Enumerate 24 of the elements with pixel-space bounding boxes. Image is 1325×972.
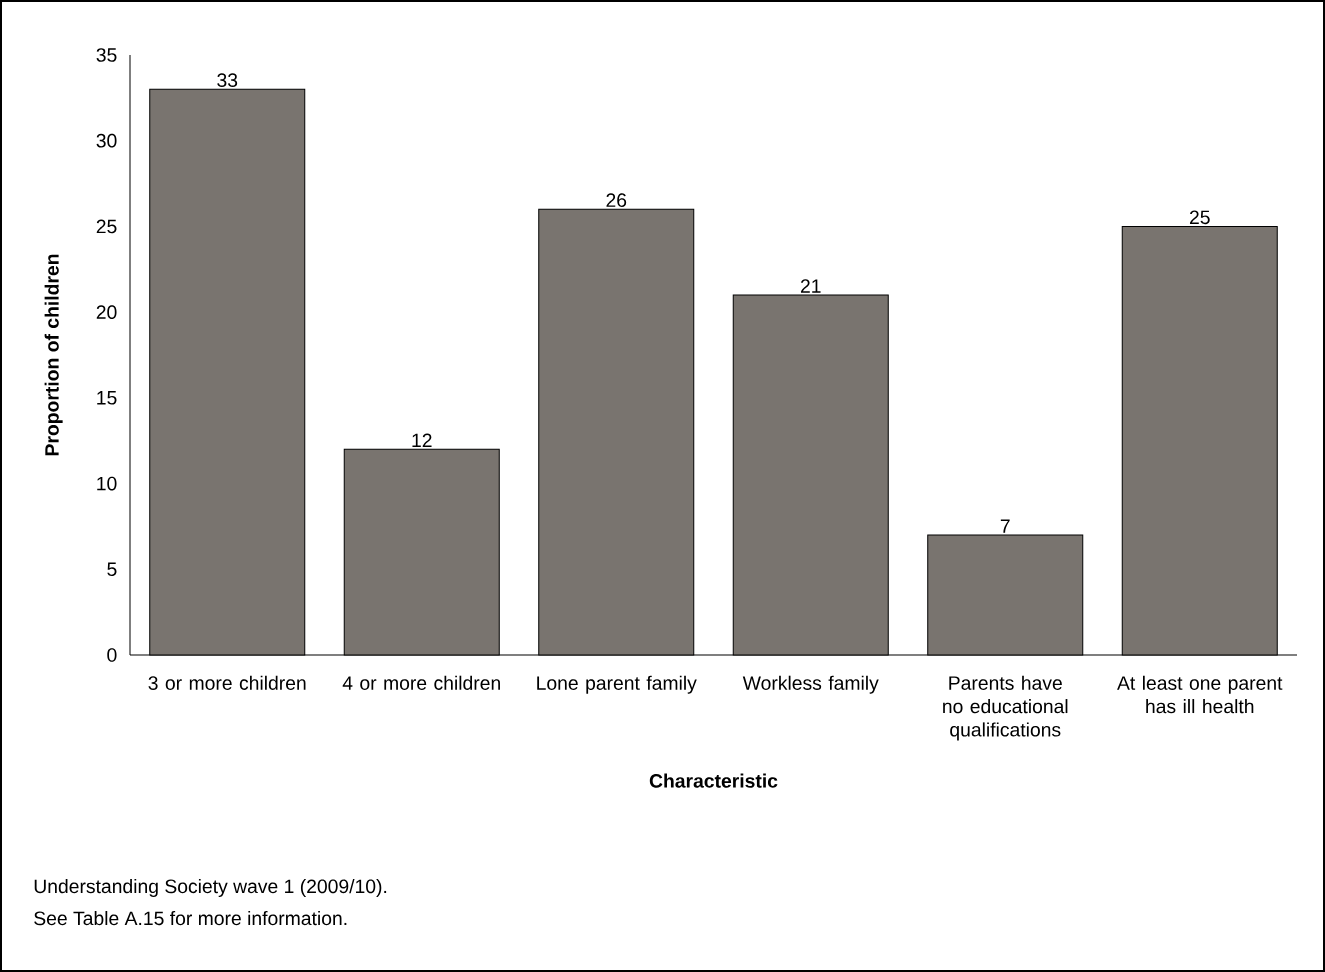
x-tick-label: 3 or more children: [148, 675, 306, 690]
data-label: 12: [412, 433, 432, 448]
x-axis-title: Characteristic: [649, 773, 778, 788]
y-tick-label: 20: [96, 305, 117, 319]
x-tick-label: Workless family: [742, 675, 879, 694]
y-axis-title: Proportion of children: [44, 254, 63, 456]
x-tick-label: Parents have no educational qualifications: [943, 675, 1068, 741]
x-tick-label: 4 or more children: [342, 675, 500, 690]
data-label: 25: [1189, 210, 1210, 225]
data-label: 21: [800, 279, 821, 293]
x-tick-label: At least one parent has ill health: [1117, 675, 1283, 714]
text: Understanding Society wave 1 (2009/10).: [34, 878, 387, 898]
data-label: 26: [606, 193, 627, 208]
data-label: 33: [217, 73, 238, 88]
y-tick-label: 25: [96, 219, 117, 234]
text: See Table A.15 for more information.: [34, 910, 347, 926]
y-tick-label: 30: [96, 133, 117, 148]
data-label: 7: [1000, 519, 1010, 533]
y-tick-label: 10: [97, 476, 117, 491]
y-tick-label: 35: [96, 48, 117, 62]
y-tick-label: 5: [107, 562, 117, 577]
y-tick-label: 15: [97, 391, 117, 405]
y-tick-label: 0: [107, 648, 117, 662]
x-tick-label: Lone parent family: [537, 675, 697, 694]
